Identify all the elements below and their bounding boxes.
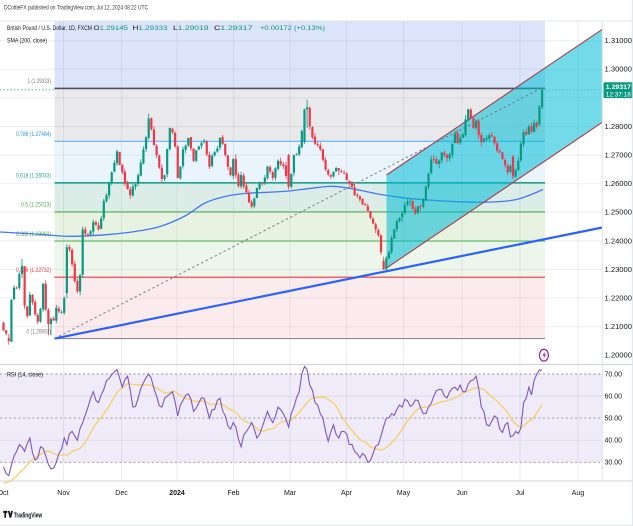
svg-text:1.20000: 1.20000 — [605, 353, 633, 360]
svg-text:SMA (200, close): SMA (200, close) — [7, 37, 47, 44]
svg-text:RSI (14, close): RSI (14, close) — [7, 371, 43, 378]
svg-text:1.27000: 1.27000 — [605, 153, 633, 160]
svg-text:30.00: 30.00 — [605, 460, 623, 467]
svg-text:1.23000: 1.23000 — [605, 267, 633, 274]
svg-text:H1.29333: H1.29333 — [133, 25, 168, 32]
svg-text:May: May — [397, 490, 411, 497]
svg-text:Nov: Nov — [57, 490, 70, 497]
svg-text:12:37:18: 12:37:18 — [606, 92, 631, 99]
svg-text:Dec: Dec — [115, 490, 128, 497]
svg-text:2024: 2024 — [169, 490, 185, 497]
svg-text:Oct: Oct — [0, 490, 8, 497]
svg-text:1.28000: 1.28000 — [605, 124, 633, 131]
svg-text:70.00: 70.00 — [605, 371, 623, 378]
svg-text:0.786 (1.27484): 0.786 (1.27484) — [16, 131, 51, 138]
svg-text:0.618 (1.26033): 0.618 (1.26033) — [16, 173, 51, 180]
svg-text:+0.00172 (+0.13%): +0.00172 (+0.13%) — [260, 25, 325, 32]
svg-text:Mar: Mar — [284, 490, 297, 497]
svg-text:C1.29317: C 1.29317 — [214, 25, 253, 32]
svg-text:60.00: 60.00 — [605, 394, 623, 401]
svg-text:0 (1.20693): 0 (1.20693) — [27, 328, 52, 335]
svg-text:DCottleFX published on Trading: DCottleFX published on TradingView.com, … — [4, 5, 148, 12]
svg-text:50.00: 50.00 — [605, 416, 623, 423]
svg-text:40.00: 40.00 — [605, 438, 623, 445]
svg-text:1.31000: 1.31000 — [605, 38, 633, 45]
svg-text:Jul: Jul — [516, 490, 525, 497]
svg-text:L1.29019: L1.29019 — [173, 25, 209, 32]
svg-text:1 (1.29333): 1 (1.29333) — [28, 78, 52, 85]
svg-text:Apr: Apr — [341, 490, 353, 497]
svg-text:0.5 (1.25013): 0.5 (1.25013) — [21, 202, 51, 209]
svg-text:1.29317: 1.29317 — [606, 84, 631, 91]
svg-text:1.24000: 1.24000 — [605, 238, 633, 245]
svg-text:1.25000: 1.25000 — [605, 210, 633, 217]
svg-text:TradingView: TradingView — [14, 513, 43, 520]
svg-text:1.30000: 1.30000 — [605, 67, 633, 74]
svg-text:0.236 (1.22732): 0.236 (1.22732) — [16, 267, 51, 274]
svg-text:British Pound / U.S. Dollar, 1: British Pound / U.S. Dollar, 1D, FXCM — [7, 25, 92, 32]
svg-text:O1.29145: O1.29145 — [94, 25, 129, 32]
svg-text:Feb: Feb — [227, 490, 239, 497]
svg-text:1.26000: 1.26000 — [605, 181, 633, 188]
svg-text:Jun: Jun — [456, 490, 467, 497]
svg-text:Aug: Aug — [572, 490, 585, 497]
svg-text:1.22000: 1.22000 — [605, 296, 633, 303]
svg-text:1.21000: 1.21000 — [605, 324, 633, 331]
